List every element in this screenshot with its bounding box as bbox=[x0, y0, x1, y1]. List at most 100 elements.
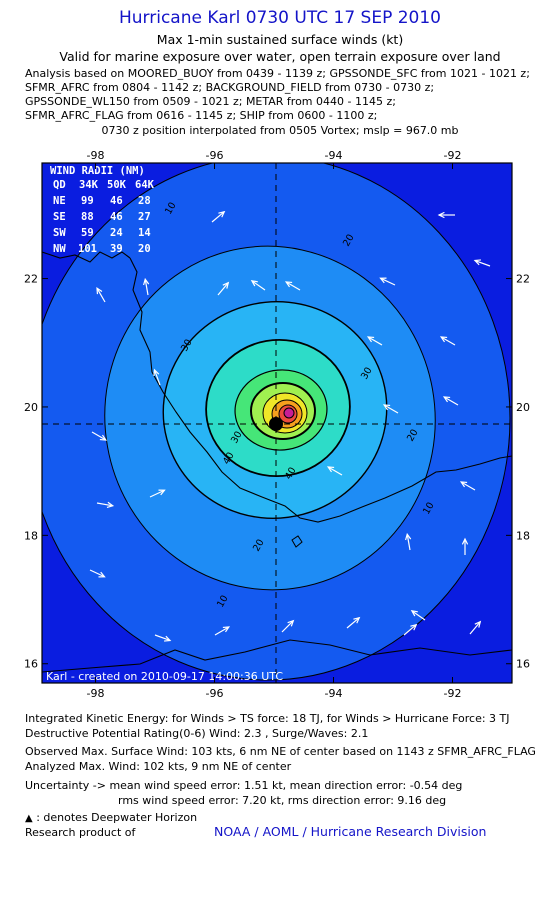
wind-arrowhead bbox=[158, 489, 166, 496]
contour-label: 20 bbox=[405, 428, 421, 444]
wind-arrowhead bbox=[382, 404, 391, 411]
wind-arrowhead bbox=[442, 396, 451, 403]
wind-arrowhead bbox=[410, 610, 418, 617]
y-tick-label-right: 18 bbox=[516, 529, 530, 542]
analysis-line-4: SFMR_AFRC_FLAG from 0616 - 1145 z; SHIP … bbox=[25, 109, 378, 122]
wind-arrows bbox=[89, 210, 491, 642]
wind-arrow bbox=[144, 279, 149, 296]
wind-arrowhead bbox=[284, 281, 293, 288]
wind-arrowhead bbox=[99, 434, 108, 441]
x-tick-label-bottom: -98 bbox=[87, 687, 105, 700]
contour-label: 40 bbox=[283, 466, 299, 482]
wind-radii-nw-64k: 20 bbox=[138, 243, 151, 255]
wind-radii-se-64k: 27 bbox=[138, 211, 151, 223]
wind-arrowhead bbox=[218, 210, 226, 218]
contour-label: 30 bbox=[179, 338, 195, 354]
wind-radii-header-qd: QD bbox=[53, 179, 66, 191]
wind-radii-sw-50k: 24 bbox=[110, 227, 123, 239]
wind-arrowhead bbox=[143, 277, 150, 286]
wind-radii-sw-64k: 14 bbox=[138, 227, 151, 239]
oil-platform-icon: ▲ bbox=[25, 813, 33, 824]
wind-arrowhead bbox=[473, 259, 481, 266]
wind-arrow bbox=[403, 624, 417, 636]
wind-radii-title: WIND RADII (NM) bbox=[50, 165, 145, 177]
contour-label: 30 bbox=[229, 430, 245, 446]
y-tick-label-right: 22 bbox=[516, 273, 530, 286]
contour-100kt bbox=[283, 407, 295, 419]
wind-arrow bbox=[285, 281, 301, 291]
wind-radii-ne-50k: 46 bbox=[110, 195, 123, 207]
y-tick-label-left: 20 bbox=[24, 401, 38, 414]
contour-label: 10 bbox=[421, 501, 437, 517]
storm-center-marker bbox=[269, 417, 283, 431]
y-tick-label-right: 20 bbox=[516, 401, 530, 414]
wind-arrow bbox=[411, 610, 426, 621]
y-tick-label-left: 16 bbox=[24, 658, 38, 671]
wind-radii-sw-34k: 59 bbox=[81, 227, 94, 239]
wind-radii-nw-50k: 39 bbox=[110, 243, 123, 255]
coastline-gulf-north bbox=[42, 251, 131, 263]
wind-radii-sw-label: SW bbox=[53, 227, 66, 239]
wind-radii-ne-64k: 28 bbox=[138, 195, 151, 207]
position-note: 0730 z position interpolated from 0505 V… bbox=[101, 124, 459, 137]
island bbox=[291, 535, 303, 548]
wind-arrowhead bbox=[437, 211, 445, 219]
uncertainty-line-1: Uncertainty -> mean wind speed error: 1.… bbox=[25, 779, 463, 792]
y-tick-label-left: 22 bbox=[24, 273, 38, 286]
wind-arrowhead bbox=[405, 532, 412, 541]
created-on-label: Karl - created on 2010-09-17 14:00:36 UT… bbox=[46, 670, 283, 683]
x-tick-label-bottom: -92 bbox=[444, 687, 462, 700]
ike-line: Integrated Kinetic Energy: for Winds > T… bbox=[25, 712, 510, 725]
wind-arrow bbox=[460, 481, 476, 491]
wind-arrowhead bbox=[106, 501, 115, 508]
wind-arrow bbox=[383, 404, 399, 414]
wind-arrowhead bbox=[439, 336, 448, 343]
contour-label: 40 bbox=[221, 451, 237, 467]
wind-arrow bbox=[469, 621, 481, 635]
wind-arrow bbox=[327, 466, 343, 476]
wind-arrow bbox=[346, 617, 360, 629]
wind-arrowhead bbox=[287, 619, 295, 627]
analysis-line-2: SFMR_AFRC from 0804 - 1142 z; BACKGROUND… bbox=[25, 81, 435, 94]
wind-radii-ne-label: NE bbox=[53, 195, 66, 207]
wind-arrow bbox=[211, 211, 225, 223]
wind-arrow bbox=[406, 534, 411, 551]
analyzed-max-wind-line: Analyzed Max. Wind: 102 kts, 9 nm NE of … bbox=[25, 760, 292, 773]
wind-radii-header-34k: 34K bbox=[79, 179, 99, 191]
noaa-credit: NOAA / AOML / Hurricane Research Divisio… bbox=[214, 824, 487, 839]
wind-arrowhead bbox=[250, 280, 258, 287]
wind-arrow bbox=[96, 502, 113, 507]
wind-arrowhead bbox=[474, 620, 482, 628]
wind-arrowhead bbox=[98, 571, 106, 578]
wind-arrow bbox=[96, 287, 106, 303]
wind-arrowhead bbox=[164, 635, 172, 642]
wind-arrow bbox=[367, 336, 383, 346]
x-tick-label-top: -98 bbox=[87, 149, 105, 162]
wind-arrow bbox=[89, 569, 105, 578]
wind-arrow bbox=[91, 431, 107, 441]
page-title: Hurricane Karl 0730 UTC 17 SEP 2010 bbox=[118, 8, 441, 28]
contour-label: 20 bbox=[251, 538, 267, 554]
wind-arrowhead bbox=[222, 281, 230, 289]
x-tick-label-bottom: -94 bbox=[325, 687, 343, 700]
map-frame bbox=[41, 162, 513, 684]
analysis-line-3: GPSSONDE_WL150 from 0509 - 1021 z; METAR… bbox=[25, 95, 396, 108]
wind-arrowhead bbox=[96, 286, 103, 295]
x-tick-label-bottom: -96 bbox=[206, 687, 224, 700]
wind-arrowhead bbox=[410, 623, 418, 631]
wind-radii-se-label: SE bbox=[53, 211, 66, 223]
wind-field-map: 10 10 10 20 20 20 30 30 30 40 40 Karl - created on… bbox=[24, 149, 530, 700]
wind-arrowhead bbox=[459, 481, 468, 488]
wind-arrow bbox=[380, 277, 396, 286]
deepwater-legend-text: : denotes Deepwater Horizon bbox=[36, 811, 198, 824]
y-tick-label-left: 18 bbox=[24, 529, 38, 542]
wind-arrow bbox=[251, 280, 266, 291]
wind-arrowhead bbox=[379, 277, 387, 284]
wind-radii-ne-34k: 99 bbox=[81, 195, 94, 207]
axis-ticks: -98 -98 -96 -96 -94 -94 -92 -92 22 22 20 20 18 18 16 16 bbox=[24, 149, 530, 700]
wind-radii-header-50k: 50K bbox=[107, 179, 127, 191]
wind-arrow bbox=[443, 396, 459, 406]
contour-labels: 10 10 10 20 20 20 30 30 30 40 40 bbox=[163, 201, 437, 610]
wind-arrowhead bbox=[326, 466, 335, 473]
analysis-line-1: Analysis based on MOORED_BUOY from 0439 … bbox=[25, 67, 530, 80]
